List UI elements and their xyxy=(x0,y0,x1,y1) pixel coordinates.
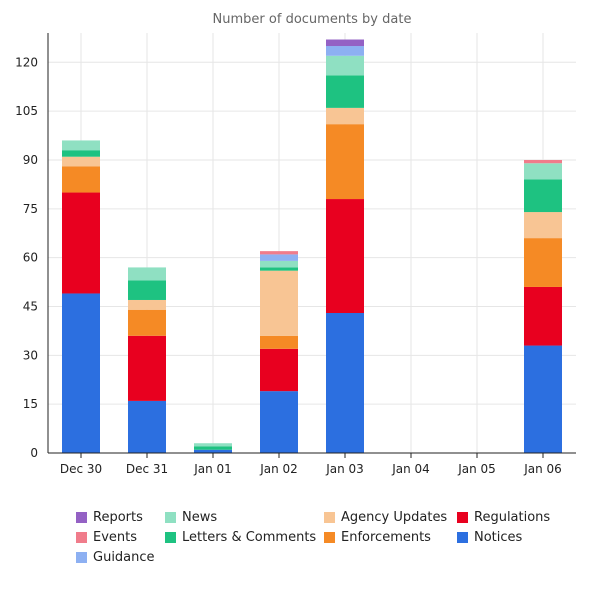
bar-segment-reports xyxy=(326,39,364,47)
bar-segment-agency-updates xyxy=(326,107,364,125)
x-tick-label: Jan 02 xyxy=(259,462,298,476)
legend-swatch xyxy=(165,512,176,523)
legend-label: Events xyxy=(93,530,138,545)
x-tick-label: Jan 01 xyxy=(193,462,232,476)
y-tick-label: 15 xyxy=(23,397,38,411)
bar-segment-agency-updates xyxy=(524,212,562,239)
bar-segment-events xyxy=(260,251,298,255)
bar-segment-events xyxy=(524,159,562,164)
legend-swatch xyxy=(76,532,87,543)
legend-label: Notices xyxy=(474,530,523,545)
legend-label: News xyxy=(182,510,218,525)
chart-title: Number of documents by date xyxy=(212,12,412,27)
bar-segment-notices xyxy=(260,391,298,453)
bar-segment-agency-updates xyxy=(128,299,166,310)
bar-segment-agency-updates xyxy=(260,270,298,336)
bar-segment-letters-comments xyxy=(128,280,166,300)
legend-label: Enforcements xyxy=(341,530,431,545)
bar-segment-enforcements xyxy=(326,124,364,200)
y-tick-label: 75 xyxy=(23,202,38,216)
bar-segment-notices xyxy=(326,313,364,453)
y-tick-label: 0 xyxy=(30,446,38,460)
bar-segment-regulations xyxy=(326,199,364,313)
bar-segment-enforcements xyxy=(260,335,298,349)
bar-segment-regulations xyxy=(62,192,100,294)
legend-label: Regulations xyxy=(474,510,551,525)
x-tick-label: Jan 04 xyxy=(391,462,430,476)
legend-item-regulations[interactable]: Regulations xyxy=(457,510,550,525)
bar-segment-notices xyxy=(194,449,232,453)
x-tick-label: Dec 31 xyxy=(126,462,168,476)
legend-item-agency-updates[interactable]: Agency Updates xyxy=(324,510,447,525)
legend-item-news[interactable]: News xyxy=(165,510,217,525)
bar-segment-regulations xyxy=(524,286,562,346)
bar-segment-notices xyxy=(524,345,562,453)
bar-segment-notices xyxy=(128,400,166,453)
bar-segment-news xyxy=(128,267,166,281)
bar-segment-news xyxy=(62,140,100,151)
x-tick-label: Jan 03 xyxy=(325,462,364,476)
legend-label: Letters & Comments xyxy=(182,530,317,545)
legend-item-notices[interactable]: Notices xyxy=(457,530,522,545)
bar-segment-news xyxy=(260,260,298,268)
legend-swatch xyxy=(76,552,87,563)
legend-swatch xyxy=(457,532,468,543)
bar-segment-agency-updates xyxy=(62,156,100,167)
legend-swatch xyxy=(165,532,176,543)
bar-segment-news xyxy=(524,163,562,180)
bar-segment-letters-comments xyxy=(260,267,298,271)
legend-swatch xyxy=(457,512,468,523)
bar-segment-enforcements xyxy=(128,309,166,336)
legend-item-reports[interactable]: Reports xyxy=(76,510,143,525)
legend-swatch xyxy=(76,512,87,523)
legend-label: Reports xyxy=(93,510,143,525)
x-tick-label: Jan 05 xyxy=(457,462,496,476)
bar-segment-notices xyxy=(62,293,100,453)
bar-segment-letters-comments xyxy=(62,150,100,157)
legend-item-guidance[interactable]: Guidance xyxy=(76,550,155,565)
bar-segment-letters-comments xyxy=(326,75,364,108)
y-tick-label: 90 xyxy=(23,153,38,167)
legend-swatch xyxy=(324,512,335,523)
bar-segment-regulations xyxy=(128,335,166,401)
bar-segment-enforcements xyxy=(62,166,100,193)
y-tick-label: 30 xyxy=(23,348,38,362)
legend-swatch xyxy=(324,532,335,543)
bar-segment-letters-comments xyxy=(194,446,232,450)
legend-item-enforcements[interactable]: Enforcements xyxy=(324,530,431,545)
x-tick-label: Dec 30 xyxy=(60,462,102,476)
bar-segment-guidance xyxy=(260,254,298,261)
bar-segment-letters-comments xyxy=(524,179,562,213)
legend-item-events[interactable]: Events xyxy=(76,530,137,545)
bar-segment-news xyxy=(194,443,232,447)
bar-segment-regulations xyxy=(260,348,298,392)
legend-label: Agency Updates xyxy=(341,510,448,525)
bar-segment-enforcements xyxy=(524,238,562,287)
y-tick-label: 45 xyxy=(23,299,38,313)
legend-label: Guidance xyxy=(93,550,155,565)
y-tick-label: 120 xyxy=(15,55,38,69)
x-tick-label: Jan 06 xyxy=(523,462,562,476)
y-tick-label: 105 xyxy=(15,104,38,118)
chart-legend: Reports Events Guidance News Letters & C… xyxy=(76,510,576,580)
y-tick-label: 60 xyxy=(23,251,38,265)
bar-segment-guidance xyxy=(326,46,364,56)
legend-item-letters-comments[interactable]: Letters & Comments xyxy=(165,530,316,545)
bar-segment-news xyxy=(326,55,364,76)
